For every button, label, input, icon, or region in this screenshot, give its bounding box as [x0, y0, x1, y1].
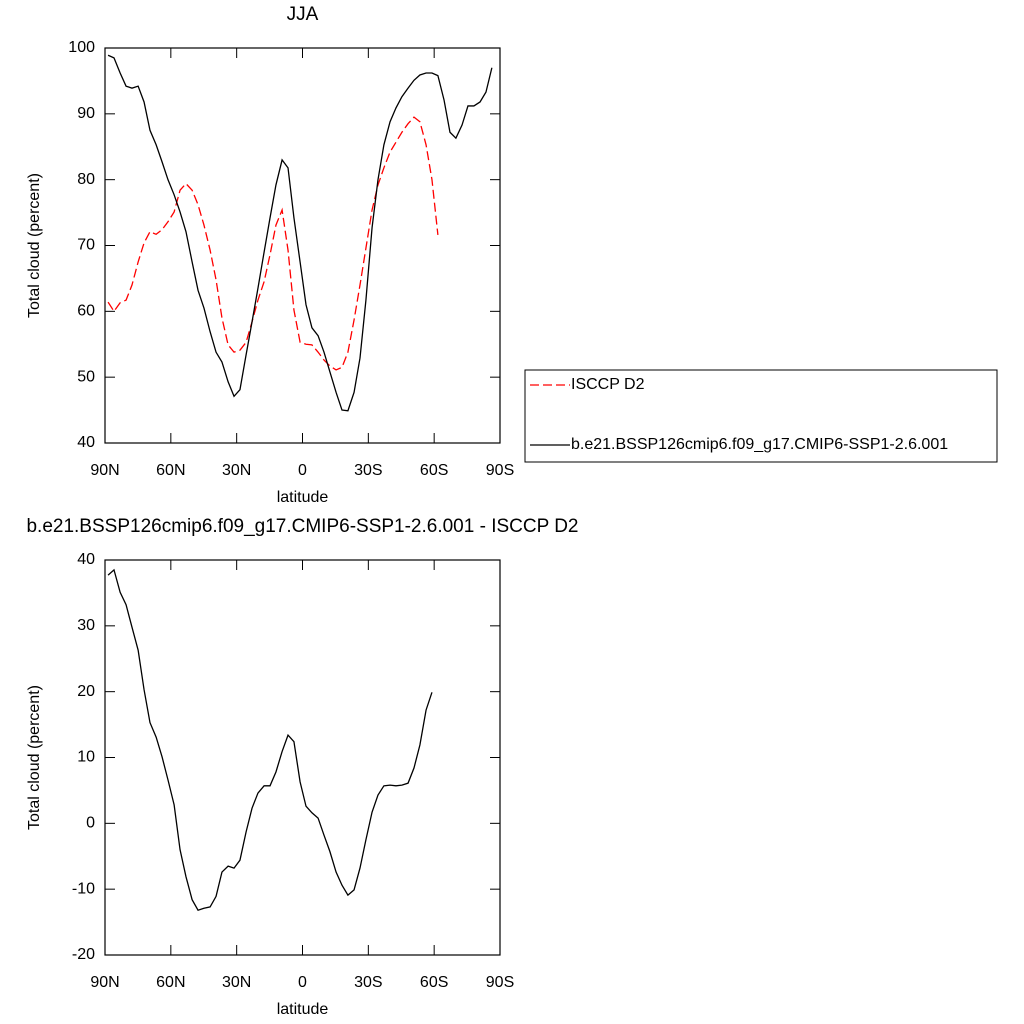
- y-tick-label: 10: [77, 749, 95, 766]
- x-tick-label: 60N: [156, 462, 185, 479]
- x-tick-label: 30N: [222, 974, 251, 991]
- y-tick-label: 90: [77, 105, 95, 122]
- x-tick-label: 60S: [420, 462, 448, 479]
- chart-title: JJA: [287, 4, 319, 25]
- y-tick-label: 0: [86, 815, 95, 832]
- x-tick-label: 0: [298, 974, 307, 991]
- y-tick-label: 80: [77, 171, 95, 188]
- x-axis-label: latitude: [277, 489, 329, 506]
- data-line: [107, 54, 493, 412]
- x-tick-label: 30S: [354, 974, 382, 991]
- x-axis-label: latitude: [277, 1001, 329, 1018]
- legend-label: ISCCP D2: [571, 376, 645, 393]
- y-tick-label: 100: [68, 39, 95, 56]
- legend-box: [524, 369, 998, 463]
- x-tick-label: 60N: [156, 974, 185, 991]
- plot-frame: [104, 559, 501, 956]
- x-tick-label: 90N: [90, 974, 119, 991]
- legend-label: b.e21.BSSP126cmip6.f09_g17.CMIP6-SSP1-2.…: [571, 436, 948, 453]
- x-tick-label: 0: [298, 462, 307, 479]
- y-axis-label: Total cloud (percent): [26, 685, 43, 830]
- y-tick-label: 60: [77, 303, 95, 320]
- x-tick-label: 90S: [486, 974, 514, 991]
- y-tick-label: 20: [77, 683, 95, 700]
- x-tick-label: 90N: [90, 462, 119, 479]
- data-line: [107, 116, 439, 371]
- x-tick-label: 60S: [420, 974, 448, 991]
- y-tick-label: 50: [77, 368, 95, 385]
- y-tick-label: -20: [72, 946, 95, 963]
- y-tick-label: 30: [77, 617, 95, 634]
- x-tick-label: 30S: [354, 462, 382, 479]
- x-tick-label: 30N: [222, 462, 251, 479]
- y-tick-label: -10: [72, 880, 95, 897]
- x-tick-label: 90S: [486, 462, 514, 479]
- y-tick-label: 40: [77, 551, 95, 568]
- y-axis-label: Total cloud (percent): [26, 173, 43, 318]
- y-tick-label: 70: [77, 237, 95, 254]
- plot-frame: [104, 47, 501, 444]
- y-tick-label: 40: [77, 434, 95, 451]
- data-line: [107, 568, 433, 912]
- chart-title: b.e21.BSSP126cmip6.f09_g17.CMIP6-SSP1-2.…: [26, 516, 578, 537]
